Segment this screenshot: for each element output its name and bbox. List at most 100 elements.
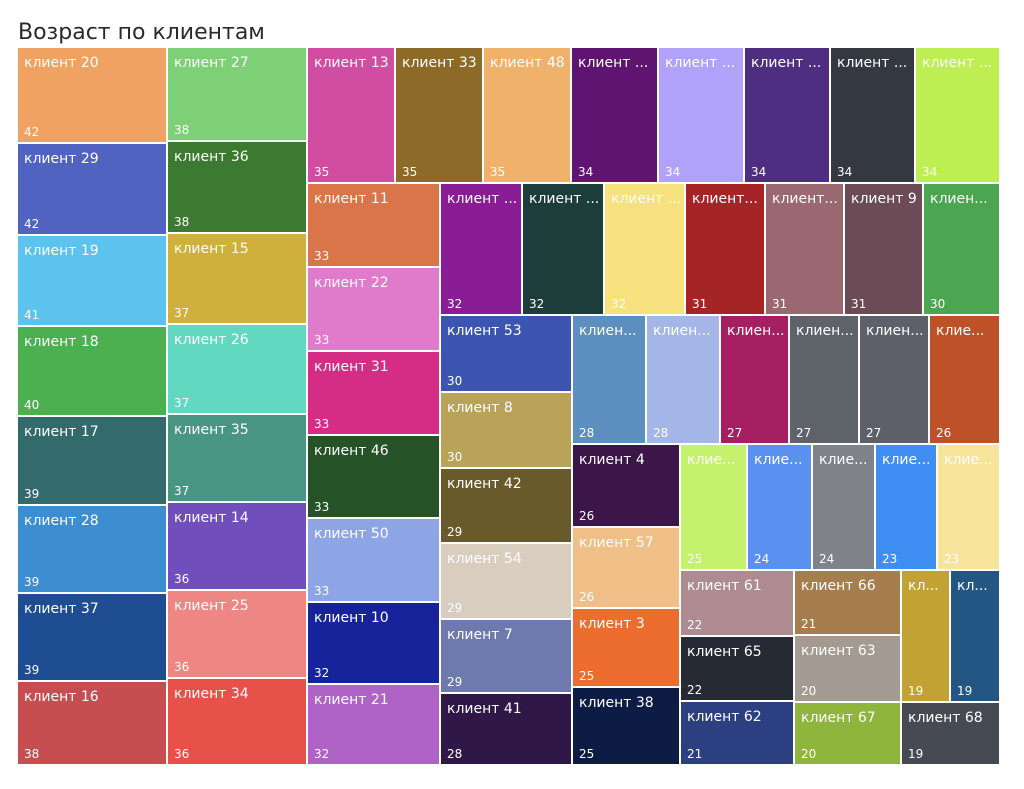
treemap-tile[interactable]: клиент 31 33: [308, 352, 441, 436]
treemap-tile[interactable]: клиент 42 29: [441, 469, 573, 544]
tile-label: клиент 31: [314, 359, 389, 375]
treemap-tile[interactable]: клиент ... 34: [831, 48, 916, 184]
treemap-tile[interactable]: клиент 34 36: [168, 679, 308, 766]
tile-label: клиент 38: [579, 695, 654, 711]
tile-label: клиент 62: [687, 709, 762, 725]
treemap-tile[interactable]: клиент 35 37: [168, 415, 308, 503]
treemap-tile[interactable]: клиент ... 32: [441, 184, 523, 316]
tile-label: клиент ...: [837, 55, 908, 71]
treemap-tile[interactable]: клиент 37 39: [18, 594, 168, 682]
treemap-tile[interactable]: клиент 14 36: [168, 503, 308, 591]
treemap-tile[interactable]: клиент... 31: [766, 184, 845, 316]
tile-value: 23: [944, 552, 960, 566]
treemap-tile[interactable]: клиент ... 34: [659, 48, 745, 184]
treemap-tile[interactable]: клиен... 27: [860, 316, 930, 445]
tile-value: 22: [687, 618, 703, 632]
tile-label: клиент 20: [24, 55, 99, 71]
tile-value: 26: [579, 590, 595, 604]
tile-label: клиент ...: [529, 191, 600, 207]
treemap-tile[interactable]: клие... 24: [813, 445, 876, 571]
treemap-tile[interactable]: клиен... 28: [647, 316, 721, 445]
tile-label: клиент 54: [447, 551, 522, 567]
treemap-tile[interactable]: клиент 18 40: [18, 327, 168, 417]
tile-value: 40: [24, 398, 40, 412]
tile-value: 36: [174, 747, 190, 761]
tile-value: 19: [908, 747, 924, 761]
treemap-tile[interactable]: клиент ... 32: [605, 184, 686, 316]
treemap-tile[interactable]: клиент 48 35: [484, 48, 572, 184]
treemap-tile[interactable]: клиент... 31: [686, 184, 766, 316]
treemap-tile[interactable]: клиент 4 26: [573, 445, 681, 528]
treemap-tile[interactable]: кл... 19: [902, 571, 951, 703]
treemap-tile[interactable]: клиент 13 35: [308, 48, 396, 184]
treemap-tile[interactable]: клиент 36 38: [168, 142, 308, 234]
treemap-tile[interactable]: клиент 25 36: [168, 591, 308, 679]
treemap-tile[interactable]: клиент 29 42: [18, 144, 168, 236]
treemap-tile[interactable]: клиент 41 28: [441, 694, 573, 766]
treemap-tile[interactable]: клиент 67 20: [795, 703, 902, 766]
treemap-tile[interactable]: клиент 26 37: [168, 325, 308, 415]
treemap-tile[interactable]: клиент 66 21: [795, 571, 902, 636]
treemap-tile[interactable]: клиен... 30: [924, 184, 1001, 316]
treemap-tile[interactable]: клиент 17 39: [18, 417, 168, 506]
tile-value: 25: [579, 669, 595, 683]
tile-value: 41: [24, 308, 40, 322]
treemap-tile[interactable]: клие... 23: [876, 445, 938, 571]
tile-label: клиент 8: [447, 400, 513, 416]
tile-label: клиент 15: [174, 241, 249, 257]
tile-value: 33: [314, 417, 330, 431]
treemap-tile[interactable]: клиент 57 26: [573, 528, 681, 609]
treemap-tile[interactable]: клиент 62 21: [681, 702, 795, 766]
treemap-tile[interactable]: клиент 21 32: [308, 685, 441, 766]
treemap-tile[interactable]: клиент 27 38: [168, 48, 308, 142]
treemap-tile[interactable]: клиент 19 41: [18, 236, 168, 327]
treemap-tile[interactable]: клиент 10 32: [308, 603, 441, 685]
tile-label: клиент 65: [687, 644, 762, 660]
treemap-tile[interactable]: клиент 7 29: [441, 620, 573, 694]
treemap-tile[interactable]: клиент 65 22: [681, 637, 795, 702]
tile-label: клие...: [882, 452, 931, 468]
treemap-tile[interactable]: кл... 19: [951, 571, 1001, 703]
treemap-tile[interactable]: клиент 50 33: [308, 519, 441, 603]
treemap-tile[interactable]: клиент 22 33: [308, 268, 441, 352]
treemap-tile[interactable]: клие... 23: [938, 445, 1001, 571]
treemap-tile[interactable]: клиен... 27: [790, 316, 860, 445]
treemap-tile[interactable]: клиент 38 25: [573, 688, 681, 766]
treemap-tile[interactable]: клиент ... 34: [572, 48, 659, 184]
tile-value: 32: [611, 297, 627, 311]
tile-label: клиент 10: [314, 610, 389, 626]
treemap-tile[interactable]: клие... 25: [681, 445, 748, 571]
treemap-tile[interactable]: клиент 11 33: [308, 184, 441, 268]
tile-label: клиен...: [796, 323, 854, 339]
tile-label: клиент 26: [174, 332, 249, 348]
tile-value: 21: [801, 617, 817, 631]
treemap-tile[interactable]: клие... 24: [748, 445, 813, 571]
tile-value: 36: [174, 572, 190, 586]
treemap-tile[interactable]: клиент 9 31: [845, 184, 924, 316]
treemap-tile[interactable]: клиент 61 22: [681, 571, 795, 637]
treemap-tile[interactable]: клиент 53 30: [441, 316, 573, 393]
treemap-tile[interactable]: клиент ... 34: [916, 48, 1001, 184]
tile-value: 35: [314, 165, 330, 179]
treemap-tile[interactable]: клиент 20 42: [18, 48, 168, 144]
treemap-tile[interactable]: клиент 33 35: [396, 48, 484, 184]
treemap-tile[interactable]: клиент 16 38: [18, 682, 168, 766]
treemap-tile[interactable]: клиент 3 25: [573, 609, 681, 688]
tile-value: 27: [796, 426, 812, 440]
treemap-tile[interactable]: клиент 8 30: [441, 393, 573, 469]
treemap-tile[interactable]: клиент 54 29: [441, 544, 573, 620]
treemap-tile[interactable]: клиент 15 37: [168, 234, 308, 325]
treemap-tile[interactable]: клиент 28 39: [18, 506, 168, 594]
treemap-tile[interactable]: клиен... 27: [721, 316, 790, 445]
treemap-tile[interactable]: клиент ... 34: [745, 48, 831, 184]
treemap-tile[interactable]: клиен... 28: [573, 316, 647, 445]
tile-label: клиент 21: [314, 692, 389, 708]
treemap-tile[interactable]: клиент 46 33: [308, 436, 441, 519]
tile-value: 42: [24, 125, 40, 139]
treemap-tile[interactable]: клиент 63 20: [795, 636, 902, 703]
tile-value: 32: [529, 297, 545, 311]
treemap-tile[interactable]: клие... 26: [930, 316, 1001, 445]
tile-value: 34: [837, 165, 853, 179]
treemap-tile[interactable]: клиент ... 32: [523, 184, 605, 316]
treemap-tile[interactable]: клиент 68 19: [902, 703, 1001, 766]
